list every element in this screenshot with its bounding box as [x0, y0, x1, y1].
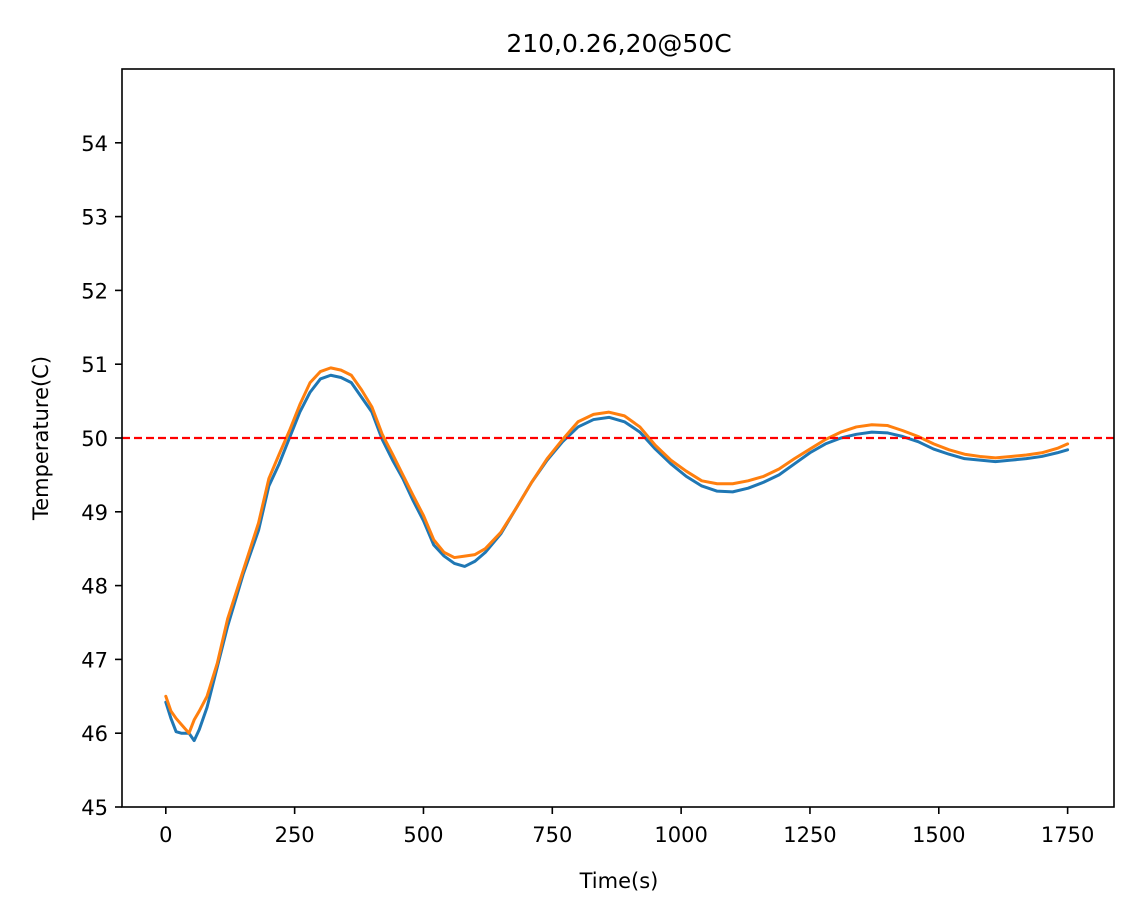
- y-tick-label: 46: [81, 722, 108, 746]
- x-tick-label: 0: [159, 823, 172, 847]
- y-axis-label: Temperature(C): [29, 356, 53, 521]
- x-tick-label: 250: [275, 823, 315, 847]
- x-tick-label: 750: [532, 823, 572, 847]
- plot-area: [122, 366, 1114, 743]
- x-axis-label: Time(s): [579, 869, 659, 893]
- y-tick-label: 53: [81, 206, 108, 230]
- chart-title: 210,0.26,20@50C: [506, 29, 731, 58]
- y-tick-label: 51: [81, 353, 108, 377]
- x-tick-label: 1000: [654, 823, 707, 847]
- x-tick-label: 1750: [1041, 823, 1094, 847]
- y-tick-label: 45: [81, 796, 108, 820]
- y-tick-label: 47: [81, 648, 108, 672]
- series-line-2: [164, 366, 1070, 735]
- y-tick-label: 54: [81, 132, 108, 156]
- x-tick-label: 1250: [783, 823, 836, 847]
- x-tick-label: 500: [403, 823, 443, 847]
- x-tick-label: 1500: [912, 823, 965, 847]
- y-tick-label: 52: [81, 279, 108, 303]
- y-tick-label: 50: [81, 427, 108, 451]
- axes: 0 250 500 750 1000 1250 1500 1750 45 46 47 48 49 50 51…: [81, 68, 1115, 847]
- y-tick-label: 49: [81, 501, 108, 525]
- y-tick-label: 48: [81, 575, 108, 599]
